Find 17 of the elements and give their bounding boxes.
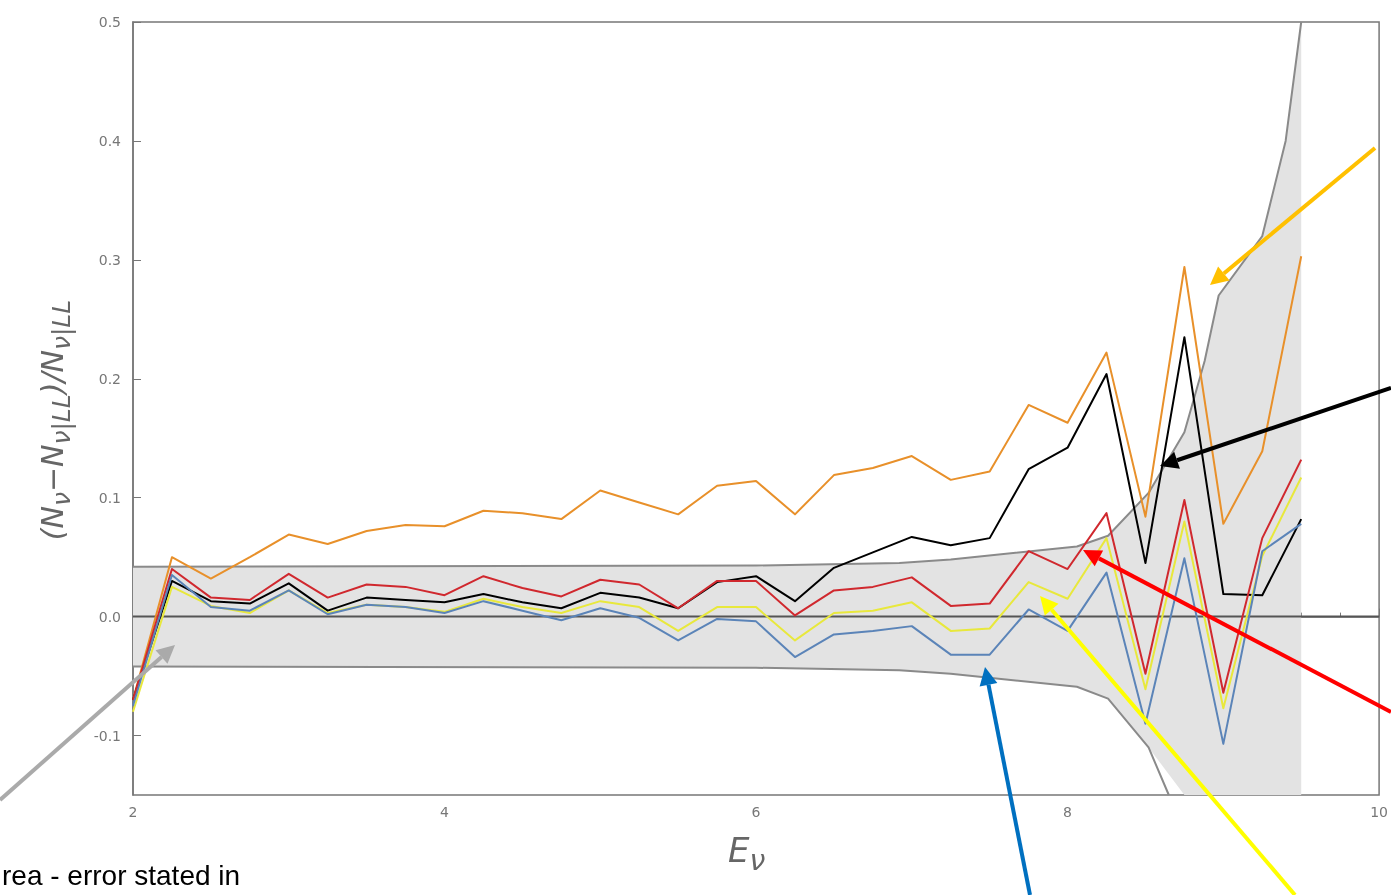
y-tick-label: -0.1 — [93, 727, 121, 744]
y-tick-label: 0.2 — [98, 370, 121, 387]
y-tick-label: 0.0 — [98, 608, 121, 625]
y-tick-label: 0.5 — [98, 14, 121, 30]
line-series — [132, 522, 1303, 745]
line-series — [132, 665, 1170, 796]
y-tick-label: 0.1 — [98, 489, 121, 506]
y-tick-label: 0.3 — [98, 251, 121, 268]
y-tick-label: 0.4 — [98, 132, 122, 149]
line-series — [132, 21, 1303, 568]
x-tick-label: 6 — [751, 804, 761, 820]
x-tick-label: 10 — [1370, 804, 1389, 820]
text: rea - error stated in — [2, 860, 241, 892]
x-tick-label: 8 — [1063, 804, 1073, 820]
x-tick-label: 2 — [128, 804, 138, 820]
x-axis-title: E$_{ν}$ — [728, 830, 766, 877]
x-tick-label: 4 — [440, 804, 450, 820]
